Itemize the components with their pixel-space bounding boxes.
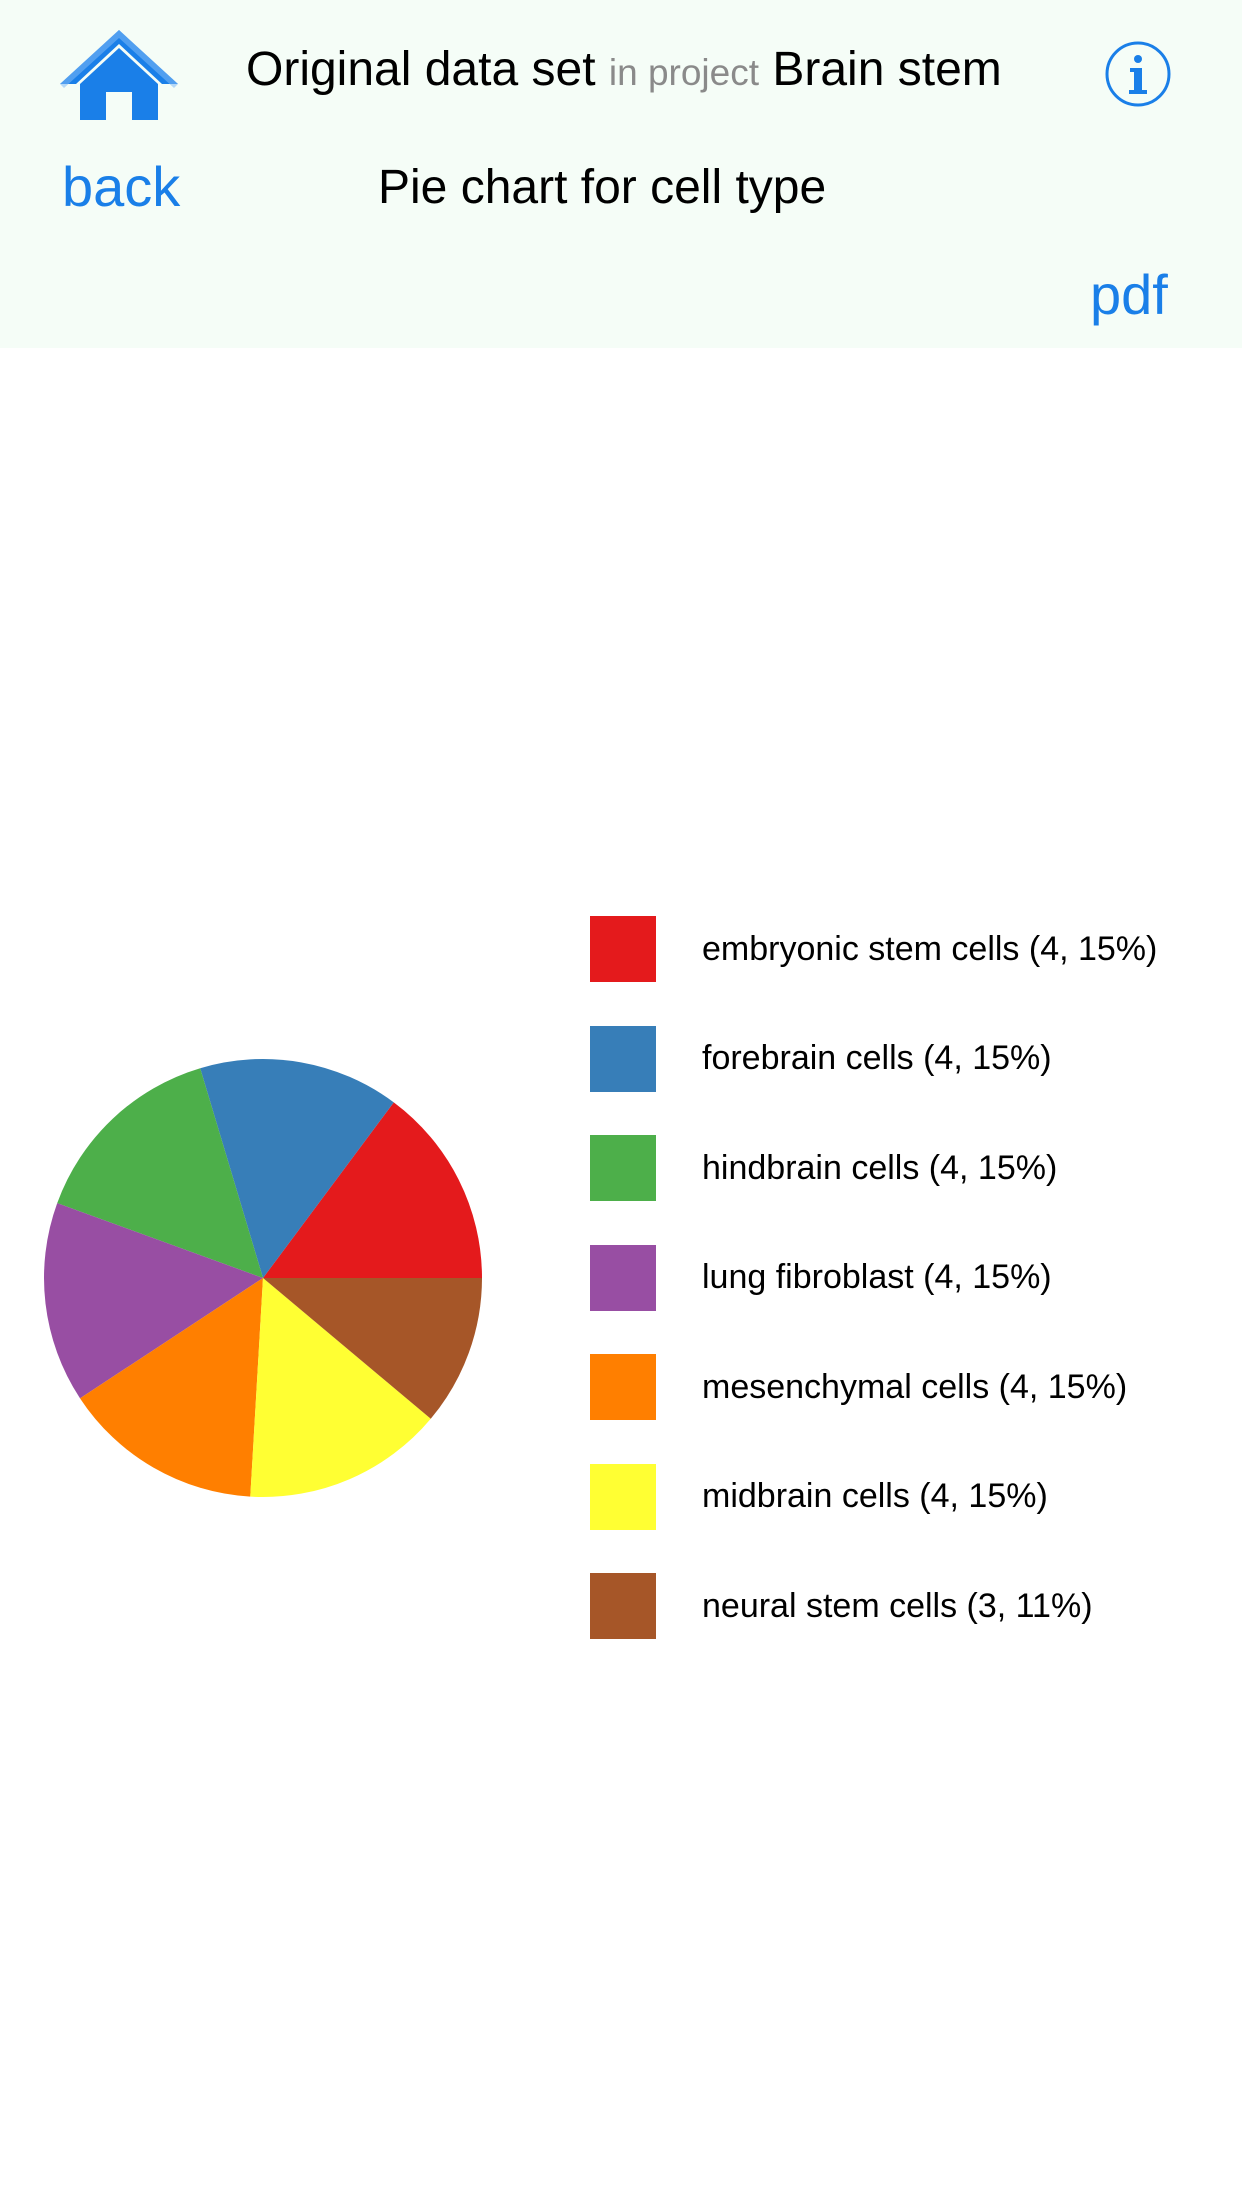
legend-label: embryonic stem cells (4, 15%) [702, 929, 1158, 968]
title-separator: in project [608, 52, 760, 93]
pdf-button[interactable]: pdf [1090, 263, 1168, 326]
info-icon[interactable] [1104, 40, 1172, 108]
legend-label: hindbrain cells (4, 15%) [702, 1148, 1058, 1187]
legend-item: neural stem cells (3, 11%) [590, 1573, 1093, 1639]
legend-swatch [590, 1463, 656, 1530]
pie-slice-midbrain-cells [250, 1278, 431, 1498]
legend-item: midbrain cells (4, 15%) [590, 1463, 1048, 1530]
project-name: Brain stem [772, 43, 1002, 96]
legend-swatch [590, 1573, 656, 1639]
legend-swatch [590, 1354, 656, 1420]
legend-item: forebrain cells (4, 15%) [590, 1025, 1052, 1092]
home-icon[interactable] [56, 26, 182, 122]
pie-slice-embryonic-stem-cells [263, 1102, 482, 1278]
pie-slice-lung-fibroblast [44, 1203, 263, 1399]
legend-swatch [590, 1244, 656, 1311]
back-button[interactable]: back [62, 155, 181, 218]
pie-slice-mesenchymal-cells [80, 1278, 263, 1497]
pie-slice-forebrain-cells [200, 1059, 394, 1278]
legend-item: hindbrain cells (4, 15%) [590, 1135, 1057, 1201]
legend-label: mesenchymal cells (4, 15%) [702, 1367, 1128, 1406]
dataset-name: Original data set [246, 43, 596, 96]
dataset-title: Original data set in project Brain stem [246, 40, 1002, 103]
legend-swatch [590, 916, 656, 982]
legend-swatch [590, 1135, 656, 1201]
pie-slice-neural-stem-cells [263, 1278, 482, 1419]
legend-item: mesenchymal cells (4, 15%) [590, 1354, 1127, 1420]
legend-label: forebrain cells (4, 15%) [702, 1039, 1052, 1077]
chart-title: Pie chart for cell type [378, 161, 827, 214]
legend-item: lung fibroblast (4, 15%) [590, 1244, 1052, 1311]
legend-label: lung fibroblast (4, 15%) [702, 1258, 1052, 1296]
legend-item: embryonic stem cells (4, 15%) [590, 916, 1157, 982]
top-bar: Original data set in project Brain stem … [0, 0, 1242, 348]
legend-label: neural stem cells (3, 11%) [702, 1586, 1093, 1625]
legend-label: midbrain cells (4, 15%) [702, 1477, 1048, 1515]
pie-slice-hindbrain-cells [57, 1068, 264, 1278]
legend-swatch [590, 1025, 656, 1092]
